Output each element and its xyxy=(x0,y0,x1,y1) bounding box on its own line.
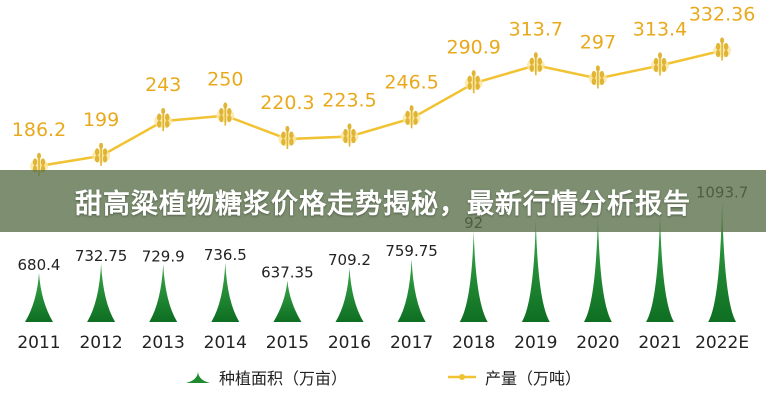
production-point xyxy=(464,70,483,94)
production-point xyxy=(278,125,297,150)
green-triangle-icon xyxy=(185,371,210,383)
production-point xyxy=(340,123,359,147)
production-value-label: 243 xyxy=(145,74,181,96)
area-bar xyxy=(583,217,612,322)
yellow-line-marker-icon xyxy=(448,374,476,380)
area-bar xyxy=(211,263,240,322)
legend-area-label: 种植面积（万亩） xyxy=(218,369,347,388)
year-tick-label: 2018 xyxy=(452,333,495,353)
year-tick-label: 2019 xyxy=(514,333,557,353)
year-tick-label: 2013 xyxy=(142,333,185,353)
production-point xyxy=(651,52,669,76)
legend: 种植面积（万亩） 产量（万吨） xyxy=(0,364,766,390)
year-tick-label: 2016 xyxy=(328,333,371,353)
area-value-label: 759.75 xyxy=(385,242,438,260)
area-bar xyxy=(708,200,737,322)
area-value-label: 637.35 xyxy=(261,263,314,281)
production-value-label: 250 xyxy=(207,69,243,91)
production-point xyxy=(526,52,545,76)
year-tick-label: 2014 xyxy=(204,333,247,353)
year-tick-label: 2011 xyxy=(17,333,60,353)
production-value-label: 246.5 xyxy=(384,71,438,93)
production-point xyxy=(216,102,235,126)
area-bar xyxy=(459,231,488,322)
area-value-label: 732.75 xyxy=(75,247,128,265)
production-point xyxy=(713,37,732,61)
year-tick-label: 2022E xyxy=(695,333,749,353)
production-value-label: 223.5 xyxy=(322,90,376,112)
banner-title: 甜高粱植物糖浆价格走势揭秘，最新行情分析报告 xyxy=(75,188,691,220)
legend-item-production: 产量（万吨） xyxy=(447,365,581,389)
production-value-label: 313.7 xyxy=(509,18,563,40)
production-value-label: 297 xyxy=(580,31,616,53)
area-bar xyxy=(646,213,674,322)
area-bar xyxy=(273,280,302,322)
production-point xyxy=(154,107,173,132)
area-value-label: 736.5 xyxy=(204,246,247,264)
area-bar xyxy=(87,263,116,322)
area-bar xyxy=(397,259,426,322)
production-value-label: 313.4 xyxy=(633,19,687,41)
production-value-label: 199 xyxy=(83,109,119,131)
production-point xyxy=(402,105,421,129)
legend-item-area: 种植面积（万亩） xyxy=(185,365,347,389)
year-tick-label: 2012 xyxy=(79,333,122,353)
production-value-label: 186.2 xyxy=(12,119,66,141)
production-line xyxy=(38,49,723,168)
area-value-label: 680.4 xyxy=(18,256,61,274)
area-bar xyxy=(149,264,178,322)
area-bar xyxy=(335,267,364,322)
area-bar xyxy=(25,272,53,322)
production-point xyxy=(92,142,111,166)
production-point xyxy=(588,65,607,89)
title-banner: 甜高粱植物糖浆价格走势揭秘，最新行情分析报告 xyxy=(0,170,766,232)
production-value-label: 220.3 xyxy=(260,92,314,114)
year-tick-label: 2021 xyxy=(638,333,681,353)
area-value-label: 709.2 xyxy=(328,251,371,269)
area-value-label: 729.9 xyxy=(142,247,185,265)
legend-production-label: 产量（万吨） xyxy=(485,369,582,388)
year-tick-label: 2015 xyxy=(266,333,309,353)
area-bar xyxy=(521,219,550,322)
year-tick-label: 2020 xyxy=(576,333,619,353)
production-value-label: 332.36 xyxy=(689,4,755,26)
year-tick-label: 2017 xyxy=(390,333,433,353)
production-value-label: 290.9 xyxy=(446,36,500,58)
